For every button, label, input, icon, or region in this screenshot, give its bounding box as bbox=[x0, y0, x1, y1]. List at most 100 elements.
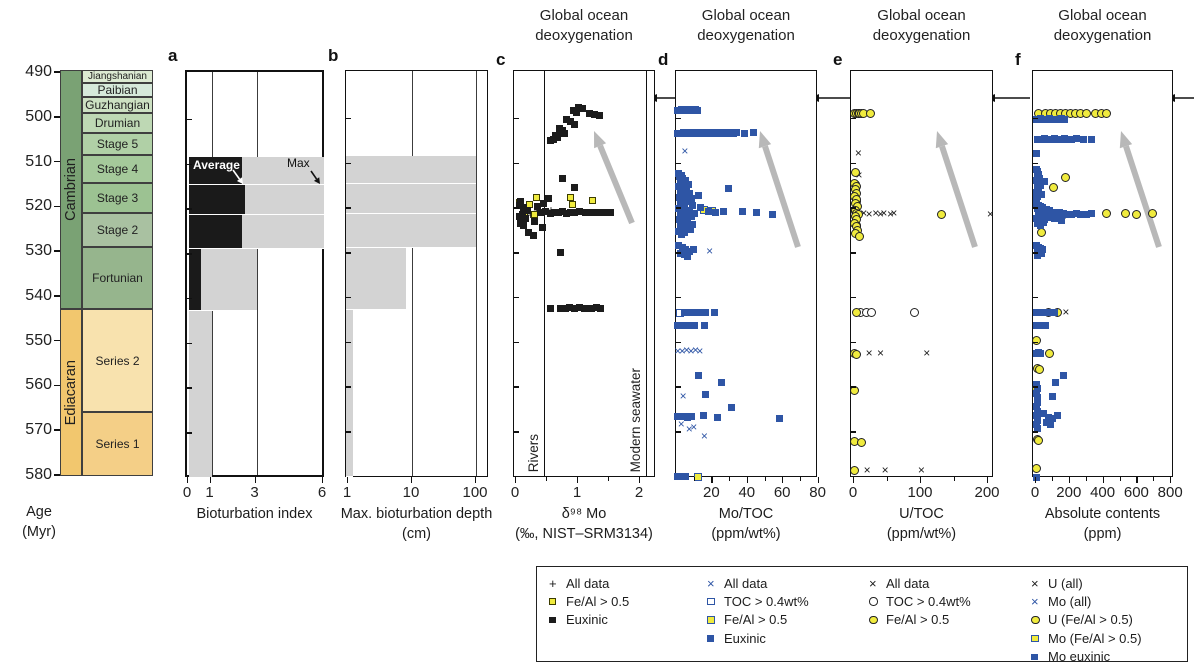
legend-item-label: All data bbox=[886, 575, 930, 591]
point-sq-black bbox=[563, 115, 571, 123]
point-sq-blue bbox=[724, 185, 732, 193]
x-tick bbox=[187, 477, 189, 483]
panel-age-tick bbox=[514, 117, 519, 120]
x-tick-label: 80 bbox=[809, 484, 826, 501]
legend-column: × U (all) × Mo (all) U (Fe/Al > 0.5) Mo (Fe/A… bbox=[1031, 574, 1142, 666]
point-sq-black bbox=[562, 304, 570, 312]
age-tick-label: 510 bbox=[25, 152, 52, 170]
point-circ-yellow bbox=[1061, 173, 1071, 183]
panel-age-tick bbox=[1033, 117, 1038, 120]
bar-average bbox=[189, 248, 202, 311]
point-x-black: × bbox=[855, 168, 863, 183]
point-sq-blue bbox=[690, 246, 698, 254]
point-sq-blue bbox=[1088, 210, 1096, 218]
legend-item-label: U (all) bbox=[1048, 575, 1083, 591]
point-sq-blue bbox=[1067, 210, 1075, 218]
legend-item: × All data bbox=[869, 574, 971, 592]
x-tick-label: 1 bbox=[205, 484, 214, 501]
stage-stage-4: Stage 4 bbox=[82, 154, 153, 183]
x-tick-label: 0 bbox=[510, 484, 520, 501]
point-sq-blue bbox=[685, 206, 693, 214]
point-sq-blue bbox=[680, 321, 688, 329]
point-sq-blue bbox=[1033, 385, 1041, 393]
point-sq-black bbox=[581, 209, 589, 217]
point-sq-blue bbox=[1034, 394, 1042, 402]
point-sq-blue bbox=[680, 412, 688, 420]
point-sq-blue bbox=[1037, 250, 1045, 258]
x-tick-label: 40 bbox=[738, 484, 756, 501]
point-x-black: × bbox=[923, 345, 931, 360]
point-sq-blue bbox=[684, 322, 692, 330]
point-sq-blue bbox=[1033, 252, 1041, 260]
point-sq-blue bbox=[740, 129, 748, 137]
x-minor-tick bbox=[608, 477, 610, 481]
panel-age-tick bbox=[514, 252, 519, 254]
x-tick bbox=[411, 477, 413, 483]
x-minor-tick bbox=[693, 477, 695, 481]
x-tick bbox=[577, 477, 579, 483]
point-sq-black bbox=[575, 304, 583, 312]
stage-label: Drumian bbox=[94, 116, 141, 131]
panel-age-tick bbox=[851, 252, 856, 254]
x-axis-caption: Mo/TOC bbox=[718, 506, 774, 522]
legend-item-label: Fe/Al > 0.5 bbox=[886, 612, 950, 628]
panel-age-tick bbox=[346, 162, 351, 165]
legend-item: Fe/Al > 0.5 bbox=[707, 611, 809, 629]
x-tick-label: 10 bbox=[402, 484, 420, 501]
point-x-blue: × bbox=[674, 343, 682, 358]
panel-age-tick bbox=[514, 296, 519, 299]
point-sq-blue bbox=[701, 309, 709, 317]
panel-age-tick bbox=[187, 118, 192, 121]
deoxygenation-title: Global ocean deoxygenation bbox=[663, 6, 854, 102]
deoxygenation-title: Global ocean deoxygenation bbox=[501, 6, 692, 102]
point-sq-black bbox=[560, 129, 568, 137]
point-sq-blue bbox=[694, 372, 702, 380]
point-sq-black bbox=[521, 215, 529, 223]
point-sq-blue bbox=[1053, 115, 1061, 123]
stage-jiangshanian: Jiangshanian bbox=[82, 69, 153, 84]
point-sq-black bbox=[566, 304, 574, 312]
point-sq-blue bbox=[1051, 308, 1059, 316]
gridline bbox=[256, 72, 258, 475]
x-tick bbox=[853, 477, 855, 483]
legend-item-label: Fe/Al > 0.5 bbox=[566, 594, 630, 610]
point-sq-blue bbox=[680, 309, 688, 317]
sq_open_yellow-legend-icon bbox=[1031, 634, 1048, 643]
period-label: Cambrian bbox=[63, 158, 79, 221]
point-sq-blue bbox=[687, 322, 695, 330]
x-tick-label: 0 bbox=[848, 484, 858, 501]
sq_blue-legend-icon bbox=[1031, 653, 1048, 660]
point-circ-yellow bbox=[856, 437, 866, 447]
x-axis-caption: Max. bioturbation depth bbox=[340, 506, 493, 522]
legend-item: Euxinic bbox=[707, 629, 809, 647]
age-tick-label: 500 bbox=[25, 107, 52, 125]
point-sq-blue bbox=[1039, 245, 1047, 253]
panel-a: Average Max bbox=[185, 70, 324, 479]
point-circ-yellow bbox=[854, 231, 864, 241]
point-x-blue: × bbox=[690, 420, 698, 435]
bar-average bbox=[189, 215, 242, 248]
point-circ-yellow bbox=[1101, 108, 1111, 118]
panel-letter-e: e bbox=[833, 50, 843, 69]
point-sq-blue bbox=[683, 210, 691, 218]
point-sq-black bbox=[606, 209, 614, 217]
legend-item-label: TOC > 0.4wt% bbox=[724, 594, 809, 610]
x-tick-label: 100 bbox=[462, 484, 488, 501]
legend-item: U (Fe/Al > 0.5) bbox=[1031, 611, 1142, 629]
stage-label: Jiangshanian bbox=[88, 70, 147, 82]
legend-item-label: All data bbox=[724, 575, 768, 591]
x-minor-tick bbox=[546, 477, 548, 481]
point-sq-blue bbox=[687, 308, 695, 316]
point-sq-blue bbox=[1033, 195, 1040, 203]
panel-age-tick bbox=[676, 296, 681, 299]
age-tick bbox=[54, 205, 60, 208]
point-sq-black bbox=[571, 209, 579, 217]
legend-item-label: Mo euxinic bbox=[1048, 649, 1111, 665]
panel-age-tick bbox=[346, 207, 351, 209]
point-sq-black bbox=[531, 217, 539, 225]
stage-stage-3: Stage 3 bbox=[82, 182, 153, 214]
sq_yellow-legend-icon bbox=[549, 598, 566, 605]
age-tick-label: 530 bbox=[25, 242, 52, 260]
panel-age-tick bbox=[346, 252, 351, 254]
point-sq-black bbox=[542, 208, 550, 216]
